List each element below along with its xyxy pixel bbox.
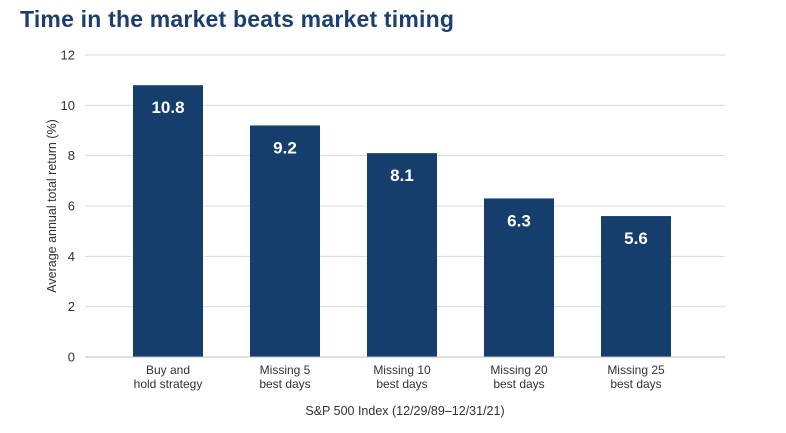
category-label: Buy and hold strategy: [134, 363, 203, 391]
bar-value-label: 6.3: [507, 211, 531, 230]
y-tick-label: 0: [68, 350, 75, 365]
category-label: Missing 20 best days: [490, 363, 548, 391]
bar: [367, 153, 437, 357]
bar: [133, 85, 203, 357]
y-tick-label: 2: [68, 299, 75, 314]
bar-value-label: 8.1: [390, 166, 414, 185]
chart-title: Time in the market beats market timing: [20, 6, 455, 32]
y-tick-label: 4: [68, 249, 75, 264]
category-label: Missing 10 best days: [373, 363, 431, 391]
bar-value-label: 5.6: [624, 229, 648, 248]
bars: [133, 85, 671, 357]
y-axis-label: Average annual total return (%): [45, 119, 59, 292]
bar-value-label: 10.8: [151, 98, 184, 117]
y-tick-label: 10: [61, 98, 75, 113]
category-label: Missing 25 best days: [607, 363, 665, 391]
bar-value-label: 9.2: [273, 138, 297, 157]
bar: [250, 125, 320, 357]
y-tick-label: 8: [68, 148, 75, 163]
x-axis-label: S&P 500 Index (12/29/89–12/31/21): [305, 404, 504, 418]
bar: [601, 216, 671, 357]
y-tick-label: 12: [61, 48, 75, 63]
category-label: Missing 5 best days: [259, 363, 310, 391]
y-axis-ticks: 0 2 4 6 8 10 12: [61, 48, 75, 365]
bar-value-labels: 10.8 9.2 8.1 6.3 5.6: [151, 98, 647, 248]
y-tick-label: 6: [68, 199, 75, 214]
x-axis-category-labels: Buy and hold strategy Missing 5 best days Mi…: [134, 363, 665, 391]
bar: [484, 198, 554, 357]
